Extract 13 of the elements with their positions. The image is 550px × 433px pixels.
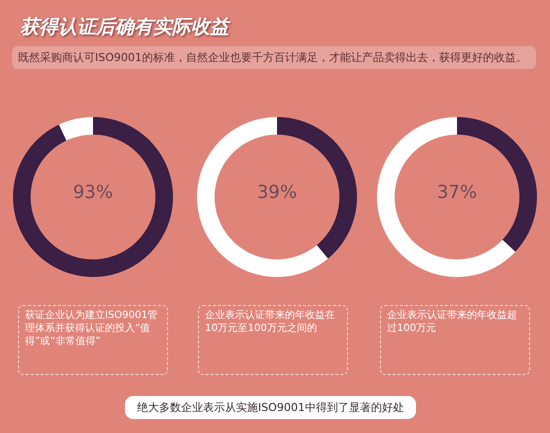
text: 获证企业认为建立ISO9001管理体系并获得认证的投入“值得”或“非常值得” <box>18 305 168 375</box>
text: 企业表示认证带来的年收益在10万元至100万元之间的 <box>198 305 348 375</box>
donut-slice <box>58 117 93 141</box>
data-label: 39% <box>256 182 298 203</box>
data-label: 93% <box>72 182 114 203</box>
donut-slice <box>13 117 173 277</box>
text: 企业表示认证带来的年收益超过100万元 <box>380 305 530 375</box>
text: 既然采购商认可ISO9001的标准，自然企业也要千方百计满足，才能让产品卖得出去，获得更好的收益。 <box>12 46 536 69</box>
chart-title: 获得认证后确有实际收益 <box>20 15 229 40</box>
donut-slice <box>377 117 516 277</box>
text: 绝大多数企业表示从实施ISO9001中得到了显著的好处 <box>125 396 416 419</box>
donut-slice <box>197 117 328 277</box>
data-label: 37% <box>436 182 478 203</box>
